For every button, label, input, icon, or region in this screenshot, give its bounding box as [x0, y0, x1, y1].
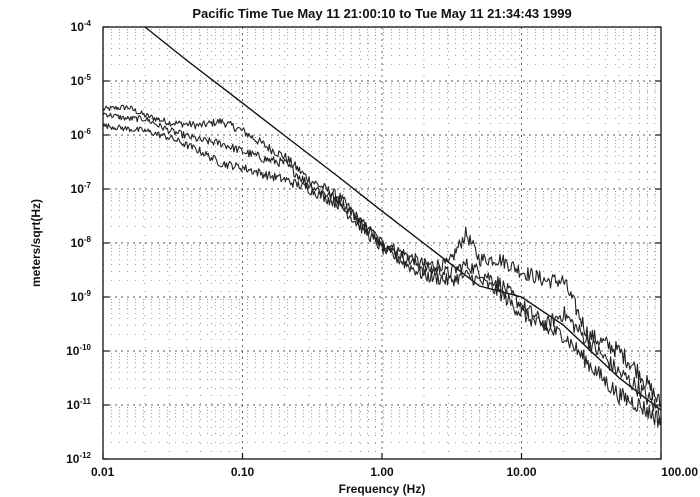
x-tick-label: 0.10	[231, 465, 255, 479]
series-layer	[102, 26, 662, 428]
x-tick-label: 10.00	[506, 465, 536, 479]
series-line-spectrum-3	[102, 123, 662, 428]
series-line-reference	[144, 26, 662, 411]
series-line-spectrum-1	[102, 104, 662, 408]
x-tick-label: 1.00	[370, 465, 394, 479]
x-tick-label: 100.00	[661, 465, 698, 479]
x-tick-labels: 0.01 0.10 1.00 10.00 100.00	[91, 453, 698, 479]
y-axis-label: meters/sqrt(Hz)	[29, 199, 43, 287]
x-axis-label: Frequency (Hz)	[339, 482, 426, 496]
grid-lines	[103, 27, 661, 459]
chart-title: Pacific Time Tue May 11 21:00:10 to Tue …	[192, 6, 571, 21]
x-tick-label: 0.01	[91, 465, 115, 479]
